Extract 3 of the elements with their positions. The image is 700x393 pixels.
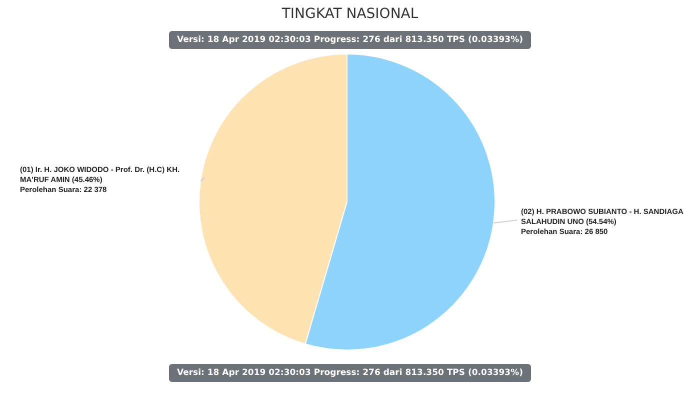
chart-title: TINGKAT NASIONAL: [280, 6, 420, 22]
text: Versi: 18 Apr 2019 02:30:03 Progress: 276 dari 813.350 TPS (0.03393%): [168, 31, 531, 49]
text: Versi: 18 Apr 2019 02:30:03 Progress: 276 dari 813.350 TPS (0.03393%): [168, 364, 531, 382]
